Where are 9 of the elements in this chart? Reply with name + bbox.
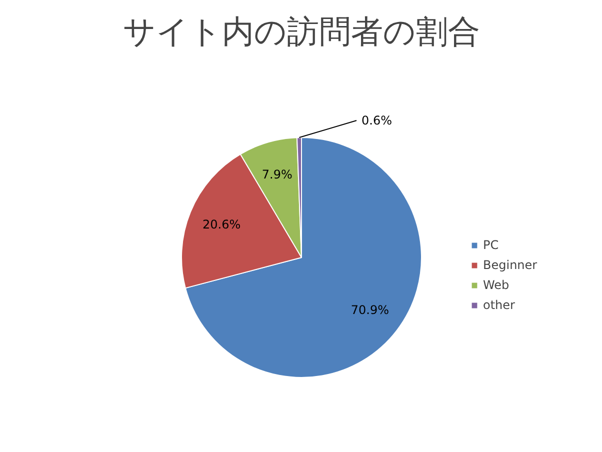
legend-label: Beginner — [483, 258, 538, 272]
chart-title: サイト内の訪問者の割合 — [123, 12, 480, 50]
data-label: 70.9% — [350, 303, 389, 318]
data-label: 20.6% — [202, 218, 241, 232]
legend-label: other — [483, 298, 515, 312]
data-label: 7.9% — [262, 168, 292, 182]
data-label: 0.6% — [362, 114, 392, 128]
legend-label: Web — [483, 278, 510, 292]
legend-label: PC — [483, 238, 500, 252]
